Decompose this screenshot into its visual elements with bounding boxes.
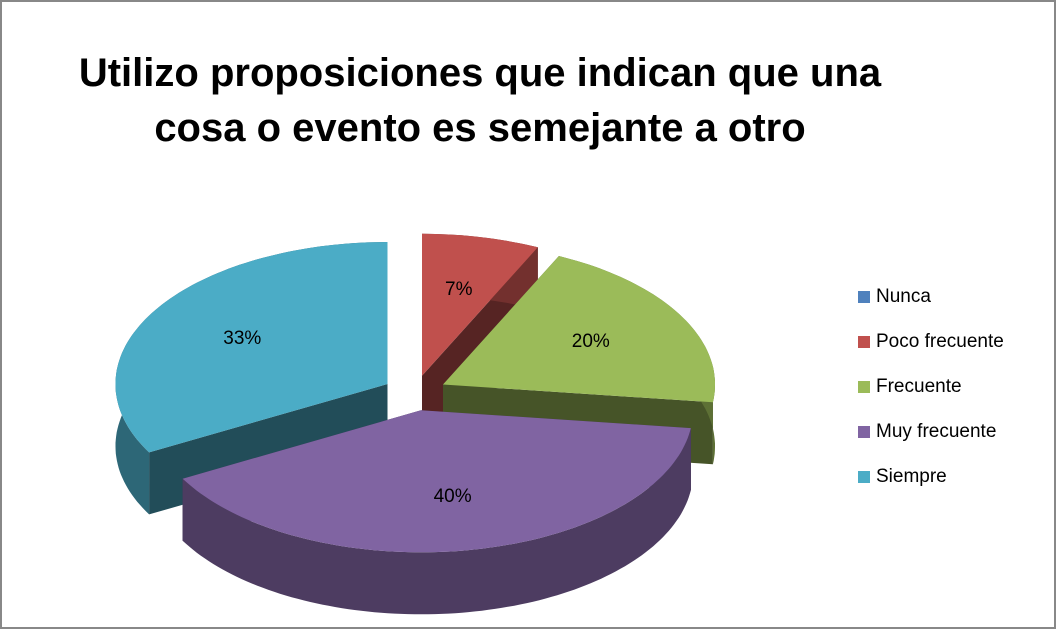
data-label: 7% — [445, 279, 473, 300]
slice — [422, 233, 538, 376]
slice-side — [182, 428, 691, 615]
slice — [443, 256, 715, 403]
legend-swatch — [858, 291, 870, 303]
pie-tops — [115, 233, 715, 553]
chart-title: Utilizo proposiciones que indican que un… — [79, 51, 882, 150]
legend-swatch — [858, 471, 870, 483]
slice — [115, 242, 388, 453]
legend-label: Frecuente — [876, 376, 962, 397]
legend-swatch — [858, 336, 870, 348]
legend-swatch — [858, 381, 870, 393]
legend-label: Nunca — [876, 286, 931, 307]
data-label: 33% — [223, 328, 261, 349]
legend-label: Siempre — [876, 466, 947, 487]
legend-swatch — [858, 426, 870, 438]
data-label: 40% — [434, 486, 472, 507]
slice — [182, 410, 691, 553]
legend-label: Muy frecuente — [876, 421, 996, 442]
legend-label: Poco frecuente — [876, 331, 1004, 352]
data-label: 20% — [572, 331, 610, 352]
